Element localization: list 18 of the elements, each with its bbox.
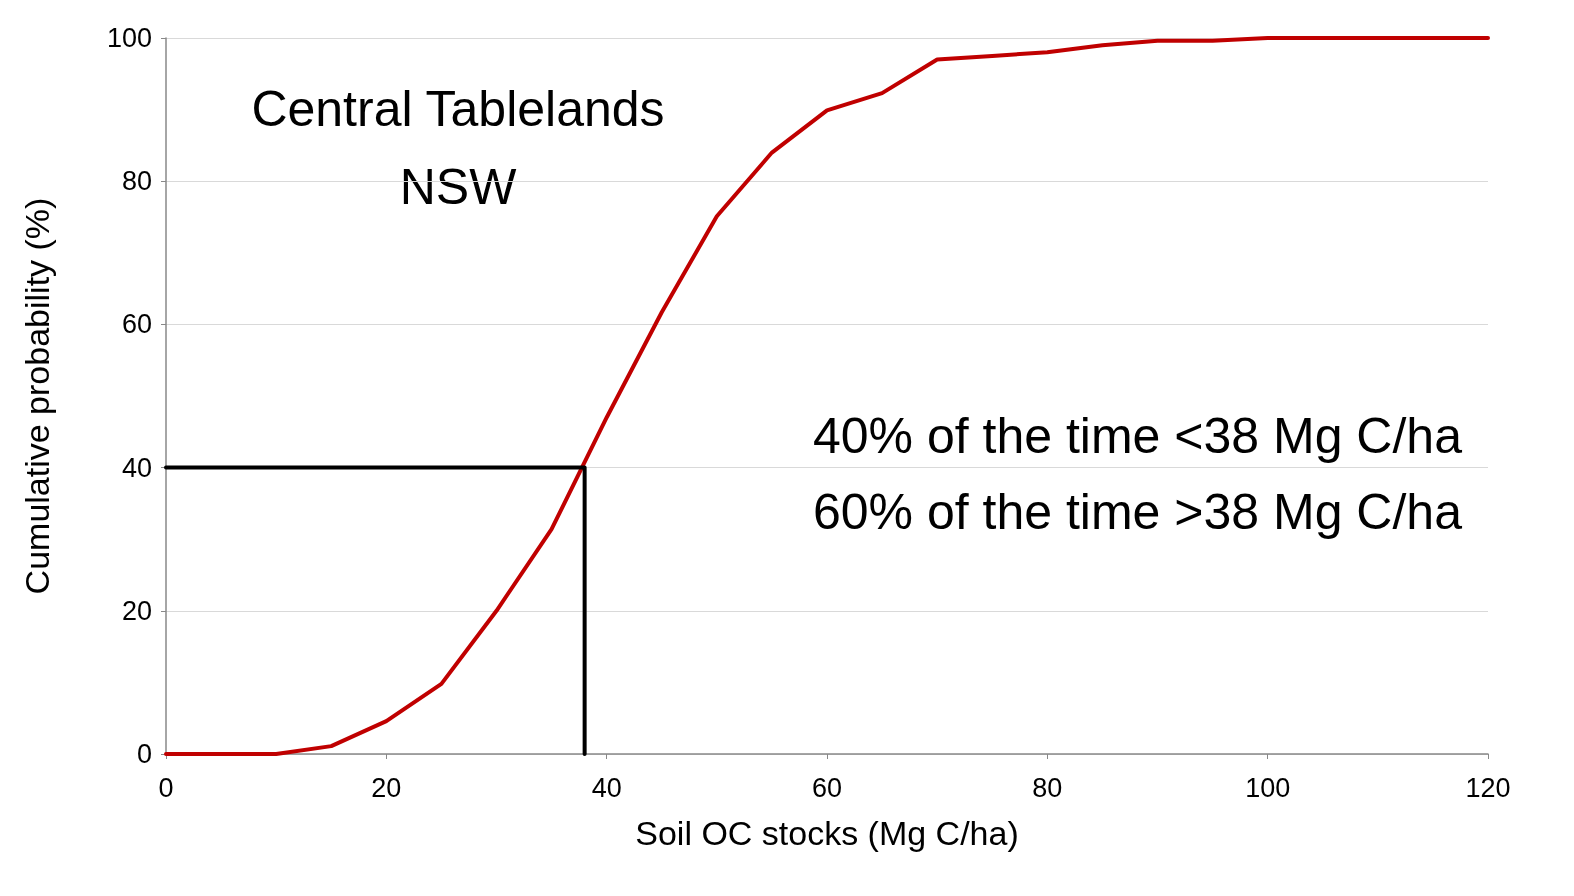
annotation: Central Tablelands NSW xyxy=(251,81,665,215)
y-tick-label: 20 xyxy=(121,595,152,626)
y-tick-label: 40 xyxy=(121,452,152,483)
y-tick-label: 80 xyxy=(121,166,152,197)
x-tick-label: 100 xyxy=(1245,772,1291,803)
y-tick-label: 60 xyxy=(121,309,152,340)
x-tick-label: 20 xyxy=(371,772,402,803)
x-tick-label: 0 xyxy=(158,772,174,803)
y-tick-label: 0 xyxy=(136,739,152,769)
y-tick-label: 100 xyxy=(106,23,152,53)
x-tick-label: 80 xyxy=(1032,772,1063,803)
line-series xyxy=(164,36,1490,756)
annotation: 40% of the time <38 Mg C/ha 60% of the time >38 Mg C/ha xyxy=(813,408,1463,540)
y-axis-title: Cumulative probability (%) xyxy=(18,197,56,595)
x-tick-label: 40 xyxy=(591,772,622,803)
x-axis-title: Soil OC stocks (Mg C/ha) xyxy=(635,814,1019,852)
x-tick-label: 120 xyxy=(1465,772,1511,803)
x-tick-label: 60 xyxy=(811,772,843,803)
